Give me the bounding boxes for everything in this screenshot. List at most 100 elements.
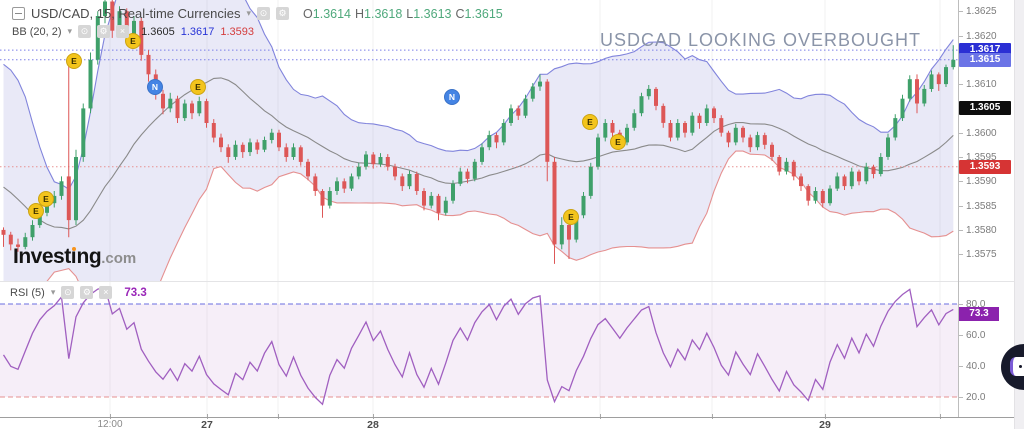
price-tick-mark — [959, 157, 963, 158]
ohlc-c-label: C — [455, 6, 465, 21]
pane-separator[interactable] — [0, 281, 1014, 282]
price-tick-mark — [959, 181, 963, 183]
marker-economic-event[interactable]: E — [66, 53, 82, 69]
marker-economic-event[interactable]: E — [582, 114, 598, 130]
ohlc-l-label: L — [406, 6, 414, 21]
marker-news[interactable]: N — [444, 89, 460, 105]
gear-icon[interactable]: ⚙ — [80, 286, 94, 299]
price-tick-mark — [959, 132, 963, 134]
eye-icon[interactable]: ⊙ — [78, 25, 92, 38]
marker-economic-event[interactable]: E — [563, 209, 579, 225]
gear-icon[interactable]: ⚙ — [276, 7, 290, 20]
price-axis-badge: 1.3605 — [959, 101, 1011, 116]
price-tick-mark — [959, 35, 963, 37]
time-tick-mark — [110, 414, 111, 419]
marker-economic-event[interactable]: E — [190, 79, 206, 95]
rsi-tick-label: 40.0 — [966, 361, 986, 372]
time-tick-mark — [940, 414, 941, 419]
investing-com-logo: Invest ı ng .com — [13, 245, 137, 268]
bb-value-lower: 1.3593 — [220, 25, 255, 38]
chevron-down-icon[interactable]: ▾ — [50, 287, 56, 297]
price-axis-badge: 1.3615 — [959, 52, 1011, 67]
ohlc-c-value: 1.3615 — [464, 6, 503, 21]
close-icon[interactable]: × — [116, 25, 130, 38]
chat-bot-face-icon — [1010, 357, 1024, 376]
marker-economic-event[interactable]: E — [38, 191, 54, 207]
time-tick-mark — [600, 414, 601, 419]
collapse-legend-icon[interactable] — [12, 7, 25, 20]
ohlc-l-value: 1.3613 — [413, 6, 452, 21]
rsi-tick-label: 60.0 — [966, 330, 986, 341]
eye-icon[interactable]: ⊙ — [257, 7, 271, 20]
rsi-line — [2, 286, 954, 406]
price-tick-mark — [959, 84, 963, 86]
marker-news[interactable]: N — [147, 79, 163, 95]
bb-values-readout: 1.3605 1.3617 1.3593 — [135, 26, 254, 38]
chevron-down-icon[interactable]: ▾ — [67, 26, 73, 36]
price-tick-label: 1.3595 — [966, 152, 997, 163]
chart-annotation-headline: USDCAD LOOKING OVERBOUGHT — [600, 30, 922, 50]
close-icon[interactable]: × — [99, 286, 113, 299]
price-tick-label: 1.3575 — [966, 249, 997, 261]
ohlc-o-label: O — [303, 6, 313, 21]
price-tick-mark — [959, 11, 963, 13]
price-tick-mark — [959, 205, 963, 207]
time-tick-mark — [207, 414, 208, 419]
candles-layer — [1, 0, 956, 264]
rsi-tick-label: 20.0 — [966, 392, 986, 403]
rsi-tick-label: 80.0 — [966, 299, 986, 310]
rsi-tick-mark — [959, 304, 963, 305]
eye-icon[interactable]: ⊙ — [61, 286, 75, 299]
rsi-indicator-pane[interactable] — [0, 282, 958, 417]
price-tick-mark — [959, 229, 963, 231]
logo-tld: .com — [101, 250, 137, 267]
time-label: 27 — [201, 419, 213, 429]
price-axis-border — [958, 0, 959, 417]
time-axis-border — [0, 417, 1014, 418]
bollinger-upper-line — [3, 0, 954, 190]
rsi-zone-fill — [0, 304, 958, 397]
time-label: 28 — [367, 419, 379, 429]
rsi-indicator-label[interactable]: RSI (5) — [10, 286, 45, 299]
ohlc-readout: O 1.3614 H 1.3618 L 1.3613 C 1.3615 — [303, 7, 507, 21]
price-tick-label: 1.3585 — [966, 200, 997, 212]
rsi-tick-mark — [959, 397, 963, 398]
logo-text: Invest — [13, 245, 71, 268]
price-axis-badge: 1.3593 — [959, 159, 1011, 174]
symbol-title[interactable]: USD/CAD, 15, Real-time Currencies — [31, 6, 241, 21]
price-chart-pane[interactable] — [0, 0, 958, 281]
ohlc-o-value: 1.3614 — [312, 6, 352, 21]
rsi-tick-mark — [959, 366, 963, 367]
bb-legend-row: BB (20, 2) ▾ ⊙ ⚙ × 1.3605 1.3617 1.3593 — [12, 25, 254, 38]
time-label: 12:00 — [97, 419, 123, 429]
bb-value-upper: 1.3617 — [180, 25, 215, 38]
logo-dotted-i: ı — [70, 245, 77, 268]
ohlc-h-value: 1.3618 — [364, 6, 403, 21]
rsi-tick-mark — [959, 335, 963, 336]
marker-economic-event[interactable]: E — [28, 203, 44, 219]
bb-value-middle: 1.3605 — [141, 25, 175, 38]
bollinger-middle-line — [3, 77, 954, 230]
marker-economic-event[interactable]: E — [610, 134, 626, 150]
price-tick-label: 1.3590 — [966, 176, 997, 188]
symbol-legend-row: USD/CAD, 15, Real-time Currencies ▾ ⊙ ⚙ … — [12, 6, 507, 21]
marker-economic-event[interactable]: E — [125, 33, 141, 49]
time-tick-mark — [373, 414, 374, 419]
bot-eye-icon — [1018, 364, 1022, 369]
time-label: 29 — [819, 419, 831, 429]
time-tick-mark — [825, 414, 826, 419]
time-tick-mark — [712, 414, 713, 419]
gear-icon[interactable]: ⚙ — [97, 25, 111, 38]
price-tick-label: 1.3580 — [966, 224, 997, 236]
chevron-down-icon[interactable]: ▾ — [246, 8, 252, 18]
logo-orange-dot-icon — [71, 246, 76, 251]
rsi-value-badge: 73.3 — [959, 307, 999, 322]
bollinger-band-fill — [3, 0, 954, 281]
rsi-legend-row: RSI (5) ▾ ⊙ ⚙ × 73.3 — [10, 286, 147, 299]
chat-widget-button[interactable] — [1001, 344, 1024, 390]
time-tick-mark — [278, 414, 279, 419]
price-tick-mark — [959, 254, 963, 256]
price-tick-label: 1.3620 — [966, 30, 997, 42]
bb-indicator-label[interactable]: BB (20, 2) — [12, 25, 62, 38]
